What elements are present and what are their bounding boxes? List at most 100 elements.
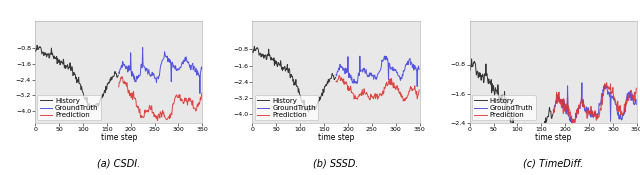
GroundTruth	[605, 92, 612, 94]
Prediction	[605, 88, 612, 90]
History	[466, 67, 474, 69]
Prediction	[387, 84, 395, 86]
GroundTruth	[415, 68, 423, 71]
Prediction	[394, 89, 402, 91]
History	[86, 104, 94, 106]
Prediction	[339, 81, 347, 83]
Line: GroundTruth: GroundTruth	[553, 83, 636, 128]
Text: (a) CSDI.: (a) CSDI.	[97, 158, 140, 168]
GroundTruth	[356, 55, 364, 57]
Legend: History, GroundTruth, Prediction: History, GroundTruth, Prediction	[472, 96, 536, 120]
History	[549, 113, 557, 115]
History	[87, 107, 95, 110]
History	[320, 92, 328, 94]
Prediction	[356, 93, 364, 95]
History	[94, 102, 102, 104]
Line: Prediction: Prediction	[336, 76, 419, 101]
History	[490, 89, 498, 91]
Legend: History, GroundTruth, Prediction: History, GroundTruth, Prediction	[255, 96, 318, 120]
History	[38, 52, 46, 54]
Prediction	[569, 124, 577, 127]
Line: GroundTruth: GroundTruth	[119, 48, 202, 93]
History	[521, 169, 529, 172]
GroundTruth	[170, 64, 177, 66]
GroundTruth	[632, 104, 640, 106]
Prediction	[549, 112, 557, 114]
GroundTruth	[139, 47, 147, 49]
GroundTruth	[332, 74, 340, 76]
GroundTruth	[387, 66, 395, 68]
GroundTruth	[115, 71, 123, 73]
GroundTruth	[177, 66, 185, 69]
History	[248, 50, 256, 52]
GroundTruth	[394, 75, 402, 77]
GroundTruth	[198, 68, 205, 70]
GroundTruth	[339, 67, 346, 69]
GroundTruth	[145, 71, 152, 73]
Line: History: History	[35, 45, 118, 108]
GroundTruth	[573, 110, 581, 113]
History	[278, 66, 286, 68]
GroundTruth	[570, 127, 578, 129]
History	[102, 89, 110, 91]
Prediction	[186, 97, 194, 99]
GroundTruth	[579, 98, 587, 100]
Prediction	[198, 92, 205, 94]
Prediction	[140, 116, 147, 118]
History	[33, 44, 41, 46]
History	[529, 165, 536, 167]
History	[31, 49, 39, 51]
Line: Prediction: Prediction	[119, 77, 202, 120]
GroundTruth	[196, 92, 204, 95]
GroundTruth	[140, 64, 147, 67]
Prediction	[170, 101, 178, 103]
X-axis label: time step: time step	[535, 133, 572, 142]
GroundTruth	[413, 85, 421, 88]
Prediction	[556, 99, 564, 102]
Prediction	[603, 82, 611, 84]
Prediction	[335, 75, 343, 77]
Prediction	[362, 93, 369, 95]
Legend: History, GroundTruth, Prediction: History, GroundTruth, Prediction	[37, 96, 101, 120]
Prediction	[621, 103, 628, 105]
History	[305, 111, 312, 113]
Line: History: History	[252, 46, 335, 112]
Prediction	[573, 107, 581, 109]
Prediction	[612, 102, 620, 104]
X-axis label: time step: time step	[318, 133, 354, 142]
Prediction	[332, 80, 340, 82]
History	[56, 61, 63, 63]
History	[468, 58, 476, 60]
History	[495, 95, 503, 97]
History	[311, 105, 319, 107]
History	[115, 74, 122, 76]
GroundTruth	[381, 55, 388, 57]
History	[273, 63, 280, 65]
GroundTruth	[403, 62, 410, 65]
History	[537, 141, 545, 143]
Prediction	[403, 96, 411, 98]
Line: History: History	[470, 59, 553, 175]
GroundTruth	[362, 72, 369, 74]
Prediction	[145, 111, 152, 113]
GroundTruth	[549, 109, 557, 111]
Prediction	[632, 87, 640, 89]
GroundTruth	[122, 65, 129, 67]
History	[332, 76, 339, 78]
Prediction	[579, 106, 587, 108]
History	[250, 45, 258, 47]
X-axis label: time step: time step	[100, 133, 137, 142]
Line: GroundTruth: GroundTruth	[336, 56, 419, 86]
History	[473, 72, 481, 74]
GroundTruth	[556, 98, 564, 100]
Prediction	[122, 83, 130, 86]
History	[303, 108, 311, 110]
GroundTruth	[578, 82, 586, 84]
GroundTruth	[186, 64, 193, 66]
History	[256, 53, 264, 55]
Prediction	[154, 119, 161, 121]
Prediction	[115, 86, 123, 88]
Prediction	[399, 100, 407, 102]
Text: (c) TimeDiff.: (c) TimeDiff.	[523, 158, 584, 168]
History	[61, 64, 68, 67]
